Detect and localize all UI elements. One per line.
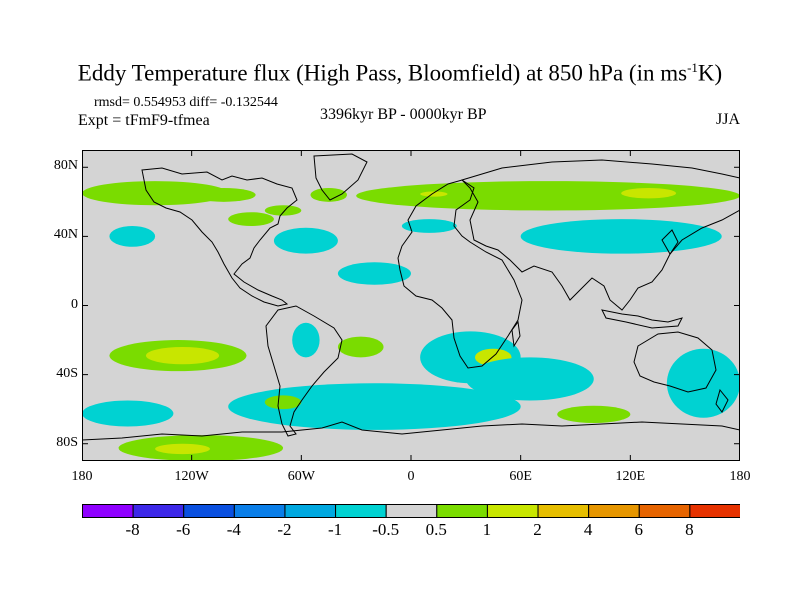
y-tick-label: 80S — [56, 434, 78, 450]
x-tick-label: 0 — [407, 469, 415, 484]
experiment-label: Expt = tFmF9-tfmea — [78, 112, 210, 129]
figure-title: Eddy Temperature flux (High Pass, Bloomf… — [77, 60, 723, 86]
colorbar-swatch — [537, 504, 590, 518]
anomaly-southern-ocean-blue — [228, 383, 521, 430]
coastline-new-zealand — [715, 388, 729, 413]
coastline-europe-africa — [397, 179, 523, 369]
y-tick-label: 40S — [56, 365, 78, 381]
colorbar-label: 8 — [685, 520, 694, 539]
anomaly-tasman-blue — [666, 348, 740, 418]
coastline-indonesia — [601, 309, 683, 329]
coastline-layer — [82, 153, 740, 441]
colorbar-swatches — [82, 504, 740, 518]
colorbar — [82, 504, 740, 518]
anomaly-east-canada-green-patch — [228, 212, 274, 227]
map-tick-marks — [82, 150, 740, 461]
anomaly-eurasia-green-band — [356, 181, 740, 211]
x-tick-label: 60W — [287, 469, 315, 484]
anomaly-s-indian-blue — [465, 357, 594, 401]
colorbar-label: 1 — [482, 520, 492, 539]
colorbar-swatch — [588, 504, 640, 518]
coastline-south-america — [265, 305, 343, 437]
colorbar-swatch — [132, 504, 185, 518]
coastline-greenland — [313, 153, 368, 201]
anomaly-asia-blue — [520, 219, 722, 254]
anomaly-s-pacific-yellow — [145, 346, 220, 365]
colorbar-swatch — [335, 504, 387, 518]
anomaly-greenland-green-patch — [310, 188, 348, 202]
coastline-australia — [633, 331, 717, 393]
anomaly-n-atlantic-blue — [273, 227, 338, 254]
x-tick-label: 180 — [729, 469, 751, 484]
anomaly-indian-sw-green — [557, 405, 631, 423]
y-tick-label: 40N — [53, 227, 78, 243]
colorbar-label: -6 — [176, 520, 191, 539]
coastline-antarctica — [82, 421, 740, 441]
colorbar-swatch — [284, 504, 337, 518]
coastline-madagascar — [511, 320, 521, 348]
coastline-japan — [661, 229, 679, 255]
colorbar-label: 6 — [634, 520, 644, 539]
colorbar-swatch — [638, 504, 691, 518]
colorbar-label: 4 — [583, 520, 593, 539]
colorbar-swatch — [486, 504, 539, 518]
anomaly-scandinavia-yellow-spot — [420, 191, 448, 197]
y-tick-label: 80N — [53, 158, 78, 174]
x-tick-label: 120E — [615, 469, 646, 484]
colorbar-label: -8 — [125, 520, 140, 539]
anomaly-siberia-yellow-core — [621, 188, 677, 199]
colorbar-swatch — [183, 504, 235, 518]
colorbar-swatch — [689, 504, 740, 518]
anomaly-se-pacific-green — [264, 395, 302, 410]
anomaly-europe-blue — [401, 219, 457, 233]
anomaly-hudson-green-patch — [191, 188, 256, 202]
anomaly-s-america-blue — [292, 322, 320, 358]
season-label: JJA — [716, 111, 741, 128]
colorbar-swatch — [385, 504, 438, 518]
colorbar-label: -1 — [327, 520, 343, 539]
coastline-north-america — [141, 167, 298, 307]
colorbar-label: -0.5 — [372, 520, 400, 539]
anomaly-n-pacific-arctic-band — [82, 181, 229, 206]
x-tick-label: 180 — [71, 469, 93, 484]
anomaly-n-pacific-blue — [109, 226, 156, 247]
anomaly-antarctic-yellow — [155, 443, 210, 455]
anomaly-south-pacific-ocean-blue — [82, 400, 174, 427]
anomaly-labrador-green-patch — [264, 205, 302, 216]
x-tick-label: 60E — [509, 469, 532, 484]
anomaly-layer — [82, 181, 740, 461]
colorbar-swatch — [82, 504, 134, 518]
period-label: 3396kyr BP - 0000kyr BP — [320, 106, 487, 123]
x-tick-label: 120W — [174, 469, 209, 484]
colorbar-label: -4 — [226, 520, 241, 539]
map-plot — [82, 150, 740, 461]
coastline-asia — [461, 159, 740, 311]
colorbar-label: -2 — [277, 520, 292, 539]
colorbar-swatch — [436, 504, 488, 518]
colorbar-label: 0.5 — [425, 520, 447, 539]
y-tick-label: 0 — [71, 296, 78, 312]
colorbar-swatch — [233, 504, 286, 518]
colorbar-label: 2 — [533, 520, 542, 539]
anomaly-atlantic-subtropic-blue — [337, 262, 411, 285]
anomaly-s-america-green — [337, 336, 384, 358]
stats-text: rmsd= 0.554953 diff= -0.132544 — [94, 95, 278, 110]
